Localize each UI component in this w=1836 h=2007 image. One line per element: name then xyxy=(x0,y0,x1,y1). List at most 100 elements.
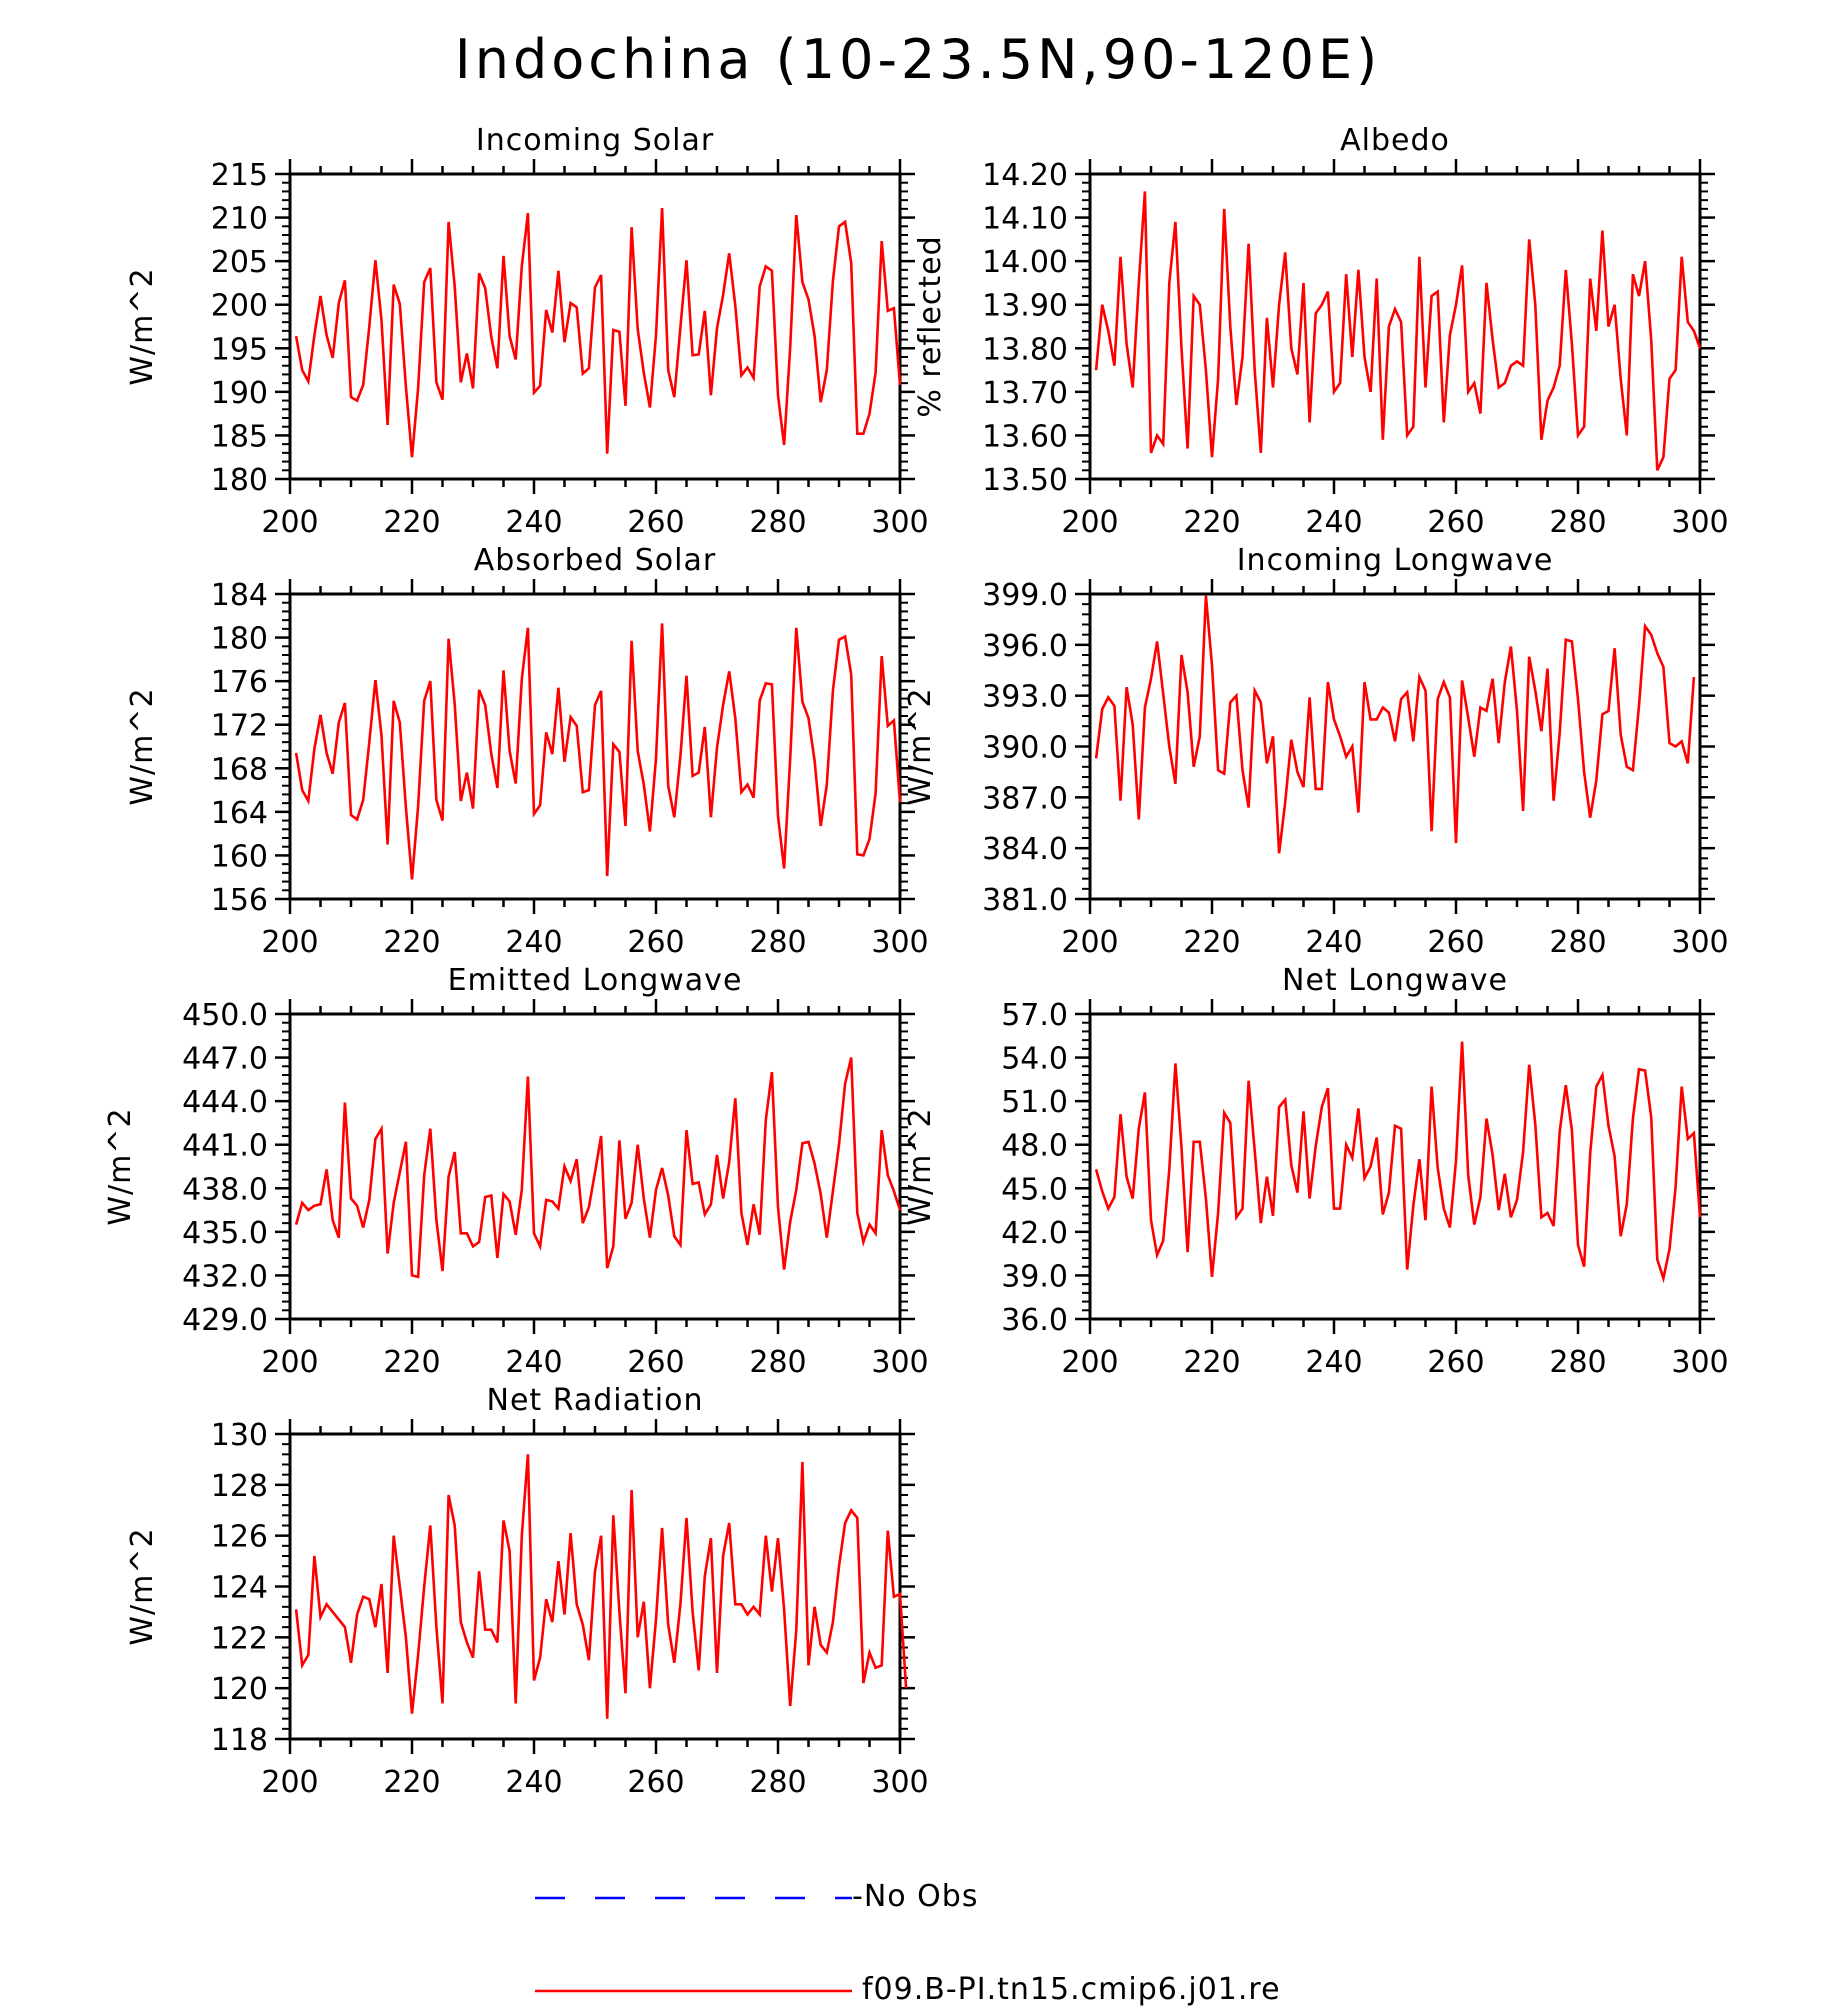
x-tick-label: 300 xyxy=(871,505,928,540)
x-tick-label: 200 xyxy=(1061,1345,1118,1380)
x-tick-label: 240 xyxy=(505,1345,562,1380)
x-tick-label: 280 xyxy=(749,1765,806,1800)
panel-title: Incoming Solar xyxy=(476,123,714,158)
x-tick-label: 220 xyxy=(1183,505,1240,540)
y-tick-label: 42.0 xyxy=(1001,1216,1068,1251)
x-tick-label: 240 xyxy=(1305,505,1362,540)
y-tick-label: 195 xyxy=(211,332,268,367)
y-tick-label: 393.0 xyxy=(982,680,1068,715)
y-tick-label: 45.0 xyxy=(1001,1172,1068,1207)
y-tick-label: 441.0 xyxy=(182,1129,268,1164)
chart-panel: 200 220 240 260 280 300 118 120 122 124 126 128 130 W… xyxy=(125,1383,929,1800)
chart-panel: 200 220 240 260 280 300 156 160 164 168 172 176 180 1… xyxy=(125,543,929,960)
panel-title: Albedo xyxy=(1340,123,1450,158)
series-line xyxy=(294,1057,902,1279)
series-line xyxy=(294,207,902,458)
y-tick-label: 128 xyxy=(211,1469,268,1504)
y-tick-label: 13.60 xyxy=(982,419,1068,454)
x-tick-label: 220 xyxy=(383,1765,440,1800)
x-tick-label: 240 xyxy=(1305,1345,1362,1380)
y-axis-label: W/m^2 xyxy=(903,1107,938,1225)
y-tick-label: 14.10 xyxy=(982,202,1068,237)
x-tick-label: 240 xyxy=(505,1765,562,1800)
y-axis-label: W/m^2 xyxy=(903,687,938,805)
y-tick-label: 381.0 xyxy=(982,883,1068,918)
y-tick-label: 164 xyxy=(211,796,268,831)
y-tick-label: 396.0 xyxy=(982,629,1068,664)
x-tick-label: 260 xyxy=(627,925,684,960)
y-tick-label: 180 xyxy=(211,622,268,657)
y-tick-label: 118 xyxy=(211,1723,268,1758)
series-line xyxy=(294,623,902,880)
x-tick-label: 260 xyxy=(627,1765,684,1800)
x-tick-label: 260 xyxy=(627,505,684,540)
x-tick-label: 300 xyxy=(871,1345,928,1380)
y-tick-label: 185 xyxy=(211,419,268,454)
series-line xyxy=(1094,1041,1702,1284)
x-tick-label: 200 xyxy=(261,505,318,540)
y-axis-label: W/m^2 xyxy=(125,267,160,385)
y-tick-label: 13.80 xyxy=(982,332,1068,367)
y-tick-label: 435.0 xyxy=(182,1216,268,1251)
chart-panel: 200 220 240 260 280 300 180 185 190 195 200 205 210 2… xyxy=(125,123,929,540)
y-tick-label: 450.0 xyxy=(182,998,268,1033)
panel-title: Incoming Longwave xyxy=(1237,543,1554,578)
x-tick-label: 280 xyxy=(749,925,806,960)
chart-panel: 200 220 240 260 280 300 381.0 384.0 387.0 390.0 39… xyxy=(903,543,1729,960)
y-axis-label: W/m^2 xyxy=(125,1527,160,1645)
y-tick-label: 124 xyxy=(211,1571,268,1606)
chart-panel: 200 220 240 260 280 300 429.0 432.0 435.0 438.0 44… xyxy=(103,963,929,1380)
figure-title: Indochina (10-23.5N,90-120E) xyxy=(454,28,1382,91)
x-tick-label: 200 xyxy=(261,1345,318,1380)
x-tick-label: 240 xyxy=(505,505,562,540)
x-tick-label: 280 xyxy=(1549,925,1606,960)
y-tick-label: 36.0 xyxy=(1001,1303,1068,1338)
x-tick-label: 260 xyxy=(1427,505,1484,540)
y-tick-label: 384.0 xyxy=(982,832,1068,867)
y-axis-label: W/m^2 xyxy=(125,687,160,805)
x-tick-label: 280 xyxy=(1549,505,1606,540)
series-line xyxy=(1094,191,1702,471)
y-tick-label: 205 xyxy=(211,245,268,280)
x-tick-label: 220 xyxy=(383,505,440,540)
x-tick-label: 280 xyxy=(1549,1345,1606,1380)
x-tick-label: 300 xyxy=(871,1765,928,1800)
y-tick-label: 190 xyxy=(211,376,268,411)
x-tick-label: 300 xyxy=(1671,1345,1728,1380)
x-tick-label: 200 xyxy=(1061,925,1118,960)
x-tick-label: 200 xyxy=(1061,505,1118,540)
x-tick-label: 220 xyxy=(383,1345,440,1380)
y-tick-label: 215 xyxy=(211,158,268,193)
y-tick-label: 122 xyxy=(211,1621,268,1656)
y-tick-label: 387.0 xyxy=(982,781,1068,816)
y-tick-label: 13.90 xyxy=(982,289,1068,324)
y-tick-label: 432.0 xyxy=(182,1259,268,1294)
x-tick-label: 200 xyxy=(261,1765,318,1800)
panel-title: Emitted Longwave xyxy=(448,963,743,998)
panel-title: Absorbed Solar xyxy=(474,543,716,578)
y-tick-label: 390.0 xyxy=(982,731,1068,766)
x-tick-label: 260 xyxy=(1427,1345,1484,1380)
chart-panel: 200 220 240 260 280 300 36.0 39.0 42.0 45.0 48.0 51… xyxy=(903,963,1729,1380)
series-line xyxy=(294,1454,908,1719)
y-tick-label: 57.0 xyxy=(1001,998,1068,1033)
y-tick-label: 447.0 xyxy=(182,1042,268,1077)
y-tick-label: 14.00 xyxy=(982,245,1068,280)
y-tick-label: 210 xyxy=(211,202,268,237)
y-tick-label: 51.0 xyxy=(1001,1085,1068,1120)
y-tick-label: 126 xyxy=(211,1520,268,1555)
y-tick-label: 429.0 xyxy=(182,1303,268,1338)
plot-frame xyxy=(1088,592,1702,901)
y-tick-label: 120 xyxy=(211,1672,268,1707)
x-tick-label: 300 xyxy=(1671,505,1728,540)
y-tick-label: 13.70 xyxy=(982,376,1068,411)
chart-panel: 200 220 240 260 280 300 13.50 13.60 13.70 13.80 13… xyxy=(913,123,1729,540)
y-tick-label: 200 xyxy=(211,289,268,324)
y-axis-label: W/m^2 xyxy=(103,1107,138,1225)
x-tick-label: 220 xyxy=(1183,1345,1240,1380)
x-tick-label: 240 xyxy=(505,925,562,960)
x-tick-label: 220 xyxy=(1183,925,1240,960)
y-tick-label: 184 xyxy=(211,578,268,613)
x-tick-label: 280 xyxy=(749,1345,806,1380)
